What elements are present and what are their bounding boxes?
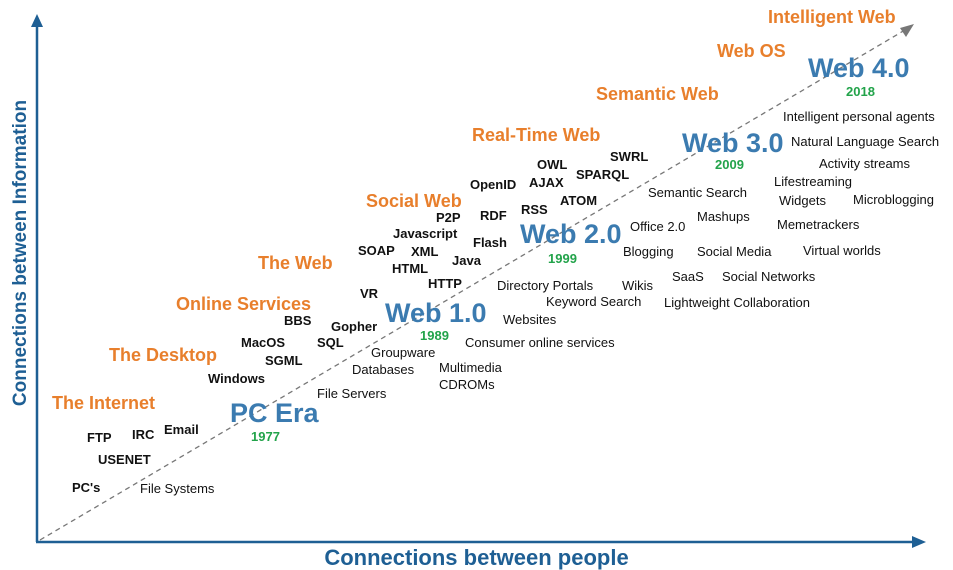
era-pc-era-year: 1977 bbox=[251, 429, 280, 444]
stage-social-web: Social Web bbox=[366, 191, 462, 211]
service-semantic-search: Semantic Search bbox=[648, 185, 747, 200]
y-axis-label: Connections between Information bbox=[10, 99, 31, 407]
y-axis-arrowhead bbox=[31, 14, 43, 27]
tech-flash: Flash bbox=[473, 235, 507, 250]
stage-online-services: Online Services bbox=[176, 294, 312, 314]
service-directory-portals: Directory Portals bbox=[497, 278, 594, 293]
stage-real-time-web: Real-Time Web bbox=[472, 125, 601, 145]
trend-line-arrowhead bbox=[900, 24, 914, 37]
service-keyword-search: Keyword Search bbox=[546, 294, 642, 309]
tech-owl: OWL bbox=[537, 157, 568, 172]
tech-vr: VR bbox=[360, 286, 379, 301]
service-widgets: Widgets bbox=[779, 193, 826, 208]
tech-sgml: SGML bbox=[265, 353, 303, 368]
tech-gopher: Gopher bbox=[331, 319, 378, 334]
service-cdroms: CDROMs bbox=[439, 377, 495, 392]
tech-rdf: RDF bbox=[480, 208, 507, 223]
tech-java: Java bbox=[452, 253, 481, 268]
tech-swrl: SWRL bbox=[610, 149, 649, 164]
tech-rss: RSS bbox=[521, 202, 548, 217]
stage-semantic-web: Semantic Web bbox=[596, 84, 719, 104]
tech-html: HTML bbox=[392, 261, 429, 276]
tech-ftp: FTP bbox=[87, 430, 112, 445]
service-wikis: Wikis bbox=[622, 278, 654, 293]
era-web-3-0-year: 2009 bbox=[715, 157, 744, 172]
tech-p2p: P2P bbox=[436, 210, 461, 225]
tech-windows: Windows bbox=[208, 371, 265, 386]
era-web-4-0-year: 2018 bbox=[846, 84, 875, 99]
service-saas: SaaS bbox=[672, 269, 704, 284]
service-consumer-online-services: Consumer online services bbox=[465, 335, 615, 350]
service-groupware: Groupware bbox=[371, 345, 436, 360]
service-mashups: Mashups bbox=[697, 209, 750, 224]
era-web-2-0-year: 1999 bbox=[548, 251, 577, 266]
tech-http: HTTP bbox=[428, 276, 462, 291]
tech-bbs: BBS bbox=[284, 313, 312, 328]
service-websites: Websites bbox=[503, 312, 557, 327]
era-web-3-0: Web 3.0 bbox=[682, 128, 784, 158]
stage-the-desktop: The Desktop bbox=[109, 345, 218, 365]
stage-the-web: The Web bbox=[258, 253, 333, 273]
x-axis-arrowhead bbox=[912, 536, 926, 548]
era-web-4-0: Web 4.0 bbox=[808, 53, 910, 83]
service-activity-streams: Activity streams bbox=[819, 156, 911, 171]
service-multimedia: Multimedia bbox=[439, 360, 502, 375]
tech-sparql: SPARQL bbox=[576, 167, 630, 182]
stage-the-internet: The Internet bbox=[52, 393, 156, 413]
tech-usenet: USENET bbox=[98, 452, 151, 467]
service-microblogging: Microblogging bbox=[853, 192, 934, 207]
tech-macos: MacOS bbox=[241, 335, 286, 350]
era-web-1-0: Web 1.0 bbox=[385, 298, 487, 328]
tech-sql: SQL bbox=[317, 335, 344, 350]
service-file-systems: File Systems bbox=[140, 481, 215, 496]
stage-web-os: Web OS bbox=[717, 41, 786, 61]
tech-xml: XML bbox=[411, 244, 439, 259]
tech-javascript: Javascript bbox=[393, 226, 458, 241]
service-virtual-worlds: Virtual worlds bbox=[803, 243, 881, 258]
service-lifestreaming: Lifestreaming bbox=[774, 174, 853, 189]
service-social-media: Social Media bbox=[697, 244, 772, 259]
service-memetrackers: Memetrackers bbox=[777, 217, 860, 232]
tech-email: Email bbox=[164, 422, 199, 437]
service-databases: Databases bbox=[352, 362, 415, 377]
era-pc-era: PC Era bbox=[230, 398, 319, 428]
stage-intelligent-web: Intelligent Web bbox=[768, 7, 896, 27]
tech-ajax: AJAX bbox=[529, 175, 564, 190]
service-natural-language-search: Natural Language Search bbox=[791, 134, 940, 149]
tech-pcs: PC's bbox=[72, 480, 101, 495]
service-file-servers: File Servers bbox=[317, 386, 387, 401]
tech-openid: OpenID bbox=[470, 177, 517, 192]
tech-irc: IRC bbox=[132, 427, 155, 442]
service-social-networks: Social Networks bbox=[722, 269, 816, 284]
service-blogging: Blogging bbox=[623, 244, 674, 259]
evolution-trend-line bbox=[39, 29, 906, 541]
service-lightweight-collaboration: Lightweight Collaboration bbox=[664, 295, 810, 310]
x-axis-label: Connections between people bbox=[324, 545, 629, 570]
tech-atom: ATOM bbox=[560, 193, 598, 208]
tech-soap: SOAP bbox=[358, 243, 395, 258]
service-office-2-0: Office 2.0 bbox=[630, 219, 686, 234]
era-web-2-0: Web 2.0 bbox=[520, 219, 622, 249]
service-intelligent-personal-agents: Intelligent personal agents bbox=[783, 109, 935, 124]
era-web-1-0-year: 1989 bbox=[420, 328, 449, 343]
